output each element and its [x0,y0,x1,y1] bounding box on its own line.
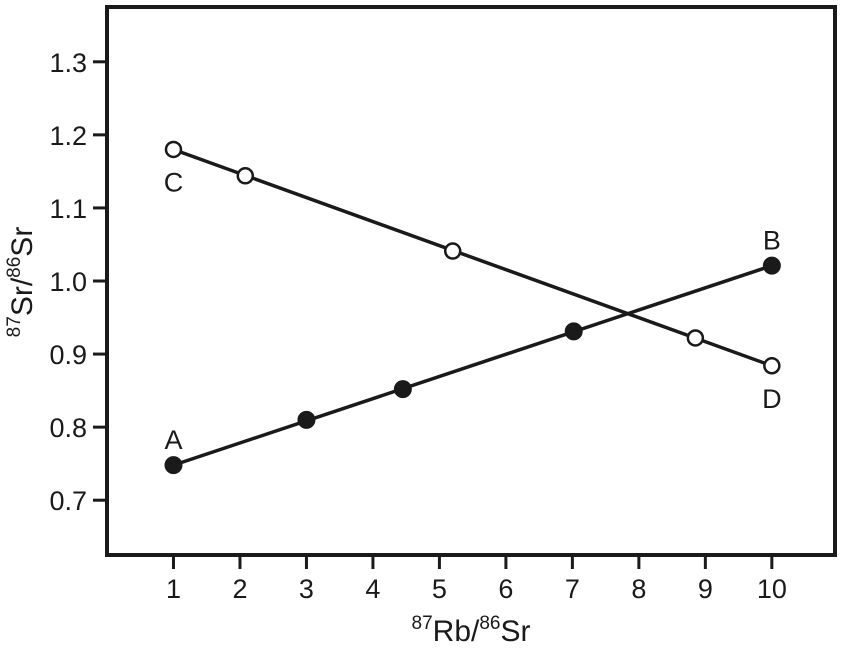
series-1: AB [164,226,781,475]
y-tick-label: 1.2 [49,121,87,151]
data-point [564,322,583,341]
series-2: CD [164,140,782,414]
x-tick-label: 4 [365,574,380,604]
data-point [164,140,183,159]
x-axis-label: 87Rb/86Sr [412,613,531,648]
x-axis-label-main1: Rb/ [433,615,480,648]
y-axis-label-main1: Sr/ [6,277,39,316]
data-point [393,380,412,399]
y-axis-ticks: 0.7 0.8 0.9 1.0 1.1 1.2 1.3 [49,48,107,516]
series-2-line [172,147,773,368]
x-axis-label-sup2: 86 [479,613,500,634]
y-tick-label: 0.9 [49,340,87,370]
data-point [443,242,462,260]
y-tick-label: 1.1 [49,194,87,224]
y-axis-label-main2: Sr [6,227,39,257]
data-point [762,256,781,275]
y-tick-label: 0.8 [49,413,87,443]
x-tick-label: 1 [166,574,181,604]
y-axis-label: 87Sr/86Sr [4,227,39,338]
y-axis-label-sup1: 87 [4,316,25,337]
y-tick-label: 0.7 [49,486,87,516]
x-axis-ticks: 1 2 3 4 5 6 7 8 9 10 [166,555,787,604]
data-point [297,410,316,429]
data-point [763,357,781,375]
x-tick-label: 8 [631,574,646,604]
x-tick-label: 6 [498,574,513,604]
x-axis-label-main2: Sr [500,615,530,648]
data-point [686,329,705,347]
x-tick-label: 5 [432,574,447,604]
data-point [164,456,183,475]
data-point [236,167,255,185]
x-tick-label: 9 [698,574,713,604]
x-tick-label: 2 [232,574,247,604]
x-axis-label-sup1: 87 [412,613,433,634]
series-1-line [172,263,773,467]
point-label-c: C [164,167,184,197]
point-label-a: A [164,425,182,455]
x-tick-label: 3 [299,574,314,604]
x-tick-label: 10 [757,574,787,604]
y-tick-label: 1.3 [49,48,87,78]
point-label-b: B [763,226,781,256]
point-label-d: D [762,384,782,414]
x-tick-label: 7 [565,574,580,604]
y-axis-label-sup2: 86 [4,257,25,278]
y-tick-label: 1.0 [49,267,87,297]
